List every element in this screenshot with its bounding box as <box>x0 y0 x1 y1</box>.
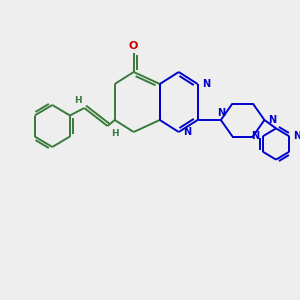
Text: H: H <box>111 129 118 138</box>
Text: N: N <box>293 131 300 141</box>
Text: N: N <box>183 127 191 137</box>
Text: H: H <box>74 96 82 105</box>
Text: N: N <box>202 79 210 89</box>
Text: O: O <box>129 41 138 51</box>
Text: N: N <box>268 115 277 125</box>
Text: N: N <box>217 107 225 118</box>
Text: N: N <box>251 131 259 141</box>
